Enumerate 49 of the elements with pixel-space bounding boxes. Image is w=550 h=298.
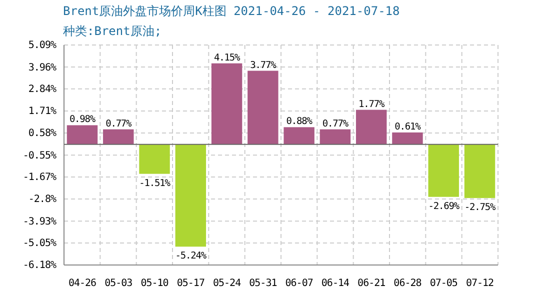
x-tick-label: 05-10 bbox=[140, 278, 169, 290]
y-tick-label: -3.93% bbox=[22, 216, 56, 228]
bar bbox=[66, 125, 98, 144]
data-label: 3.77% bbox=[250, 60, 277, 71]
bar bbox=[211, 63, 242, 144]
y-tick-label: -6.18% bbox=[22, 260, 56, 272]
bar bbox=[139, 144, 170, 174]
x-tick-label: 07-05 bbox=[430, 278, 458, 290]
bar bbox=[464, 144, 496, 198]
x-tick-label: 05-17 bbox=[176, 278, 205, 290]
bar bbox=[428, 144, 459, 197]
x-tick-label: 06-07 bbox=[285, 278, 314, 290]
x-tick-label: 07-12 bbox=[466, 278, 494, 290]
bar bbox=[284, 127, 314, 144]
data-label: 0.77% bbox=[106, 118, 132, 130]
x-tick-label: 06-14 bbox=[321, 278, 350, 290]
x-tick-label: 05-31 bbox=[249, 278, 278, 290]
data-label: 0.88% bbox=[286, 116, 313, 128]
data-label: 0.77% bbox=[322, 118, 349, 130]
data-label: 0.61% bbox=[394, 121, 422, 132]
x-tick-label: 04-26 bbox=[68, 278, 97, 290]
data-label: -5.24% bbox=[175, 250, 207, 262]
y-tick-label: 0.58% bbox=[28, 128, 56, 140]
data-label: -1.51% bbox=[139, 178, 171, 189]
y-tick-label: -5.05% bbox=[22, 238, 56, 250]
data-label: -2.69% bbox=[428, 200, 460, 212]
x-tick-label: 05-03 bbox=[104, 278, 133, 290]
chart-title: Brent原油外盘市场价周K柱图 2021-04-26 - 2021-07-18 bbox=[63, 4, 400, 18]
bar bbox=[103, 129, 134, 144]
y-tick-label: -0.55% bbox=[22, 150, 56, 162]
y-tick-label: 3.96% bbox=[28, 62, 56, 74]
bar bbox=[175, 144, 206, 247]
y-tick-label: 2.84% bbox=[28, 84, 56, 96]
y-tick-label: 1.71% bbox=[28, 106, 56, 118]
bar bbox=[392, 132, 423, 144]
x-tick-label: 06-28 bbox=[394, 278, 422, 290]
data-label: 1.77% bbox=[358, 98, 386, 110]
chart-subtitle: 种类:Brent原油; bbox=[63, 24, 162, 38]
y-tick-label: -2.8% bbox=[28, 194, 56, 206]
bar bbox=[248, 70, 278, 144]
data-label: 0.98% bbox=[69, 114, 96, 126]
x-tick-label: 06-21 bbox=[358, 278, 386, 290]
y-tick-label: 5.09% bbox=[28, 40, 56, 52]
data-label: 4.15% bbox=[214, 52, 240, 64]
bar bbox=[320, 129, 351, 144]
x-tick-label: 05-24 bbox=[212, 278, 242, 290]
data-label: -2.75% bbox=[464, 202, 496, 214]
y-tick-label: -1.67% bbox=[22, 172, 56, 184]
bar bbox=[356, 110, 387, 144]
